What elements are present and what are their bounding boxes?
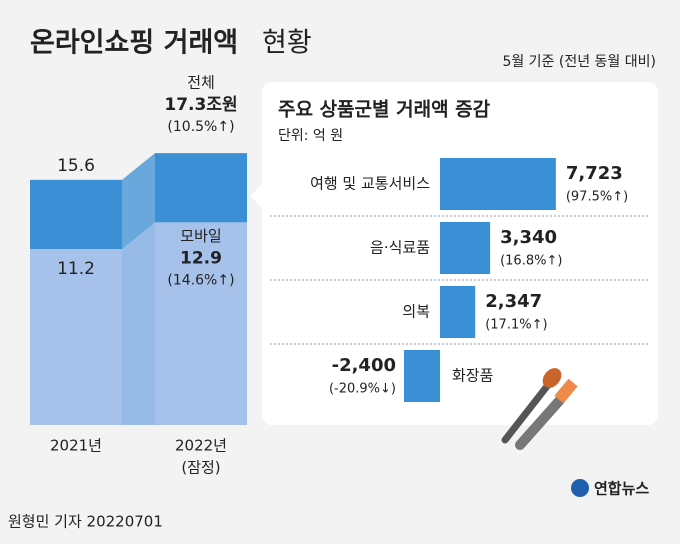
bar-connector xyxy=(122,222,155,425)
bar xyxy=(30,249,122,425)
value-label: 15.6 xyxy=(57,156,95,176)
subtitle: 5월 기준 (전년 동월 대비) xyxy=(502,54,656,70)
title-suffix: 현황 xyxy=(262,28,312,59)
value-label: 17.3조원 xyxy=(164,95,237,115)
logo-icon xyxy=(571,479,589,497)
cosmetic-icon xyxy=(501,368,578,450)
bar xyxy=(440,222,491,274)
bar xyxy=(404,350,440,402)
panel-pointer xyxy=(250,184,262,208)
change-label: (16.8%↑) xyxy=(500,254,562,269)
bar xyxy=(155,222,247,425)
category-note: (잠정) xyxy=(181,459,220,477)
change-label: (10.5%↑) xyxy=(167,119,234,135)
series-name: 전체 xyxy=(187,74,215,92)
category-label: 여행 및 교통서비스 xyxy=(310,175,430,193)
chart-title: 주요 상품군별 거래액 증감 xyxy=(278,99,491,121)
category-label: 화장품 xyxy=(452,367,493,385)
title: 온라인쇼핑 거래액 xyxy=(30,28,238,59)
value-label: 2,347 xyxy=(485,291,542,312)
value-label: 3,340 xyxy=(500,227,557,248)
change-label: (14.6%↑) xyxy=(167,272,234,288)
bar xyxy=(440,286,476,338)
value-label: 12.9 xyxy=(180,248,222,268)
value-label: 11.2 xyxy=(57,259,95,279)
bar xyxy=(440,158,556,210)
logo: 연합뉴스 xyxy=(594,480,649,498)
series-name: 모바일 xyxy=(180,227,221,245)
x-tick-label: 2022년 xyxy=(175,437,227,455)
value-label: 7,723 xyxy=(566,163,623,184)
change-label: (97.5%↑) xyxy=(566,190,628,205)
value-label: -2,400 xyxy=(332,355,396,376)
byline: 원형민 기자 20220701 xyxy=(8,513,163,531)
category-label: 의복 xyxy=(402,303,430,321)
unit-label: 단위: 억 원 xyxy=(278,128,343,144)
category-label: 음·식료품 xyxy=(370,239,430,257)
x-tick-label: 2021년 xyxy=(50,437,102,455)
change-label: (17.1%↑) xyxy=(485,318,547,333)
change-label: (-20.9%↓) xyxy=(329,382,396,397)
